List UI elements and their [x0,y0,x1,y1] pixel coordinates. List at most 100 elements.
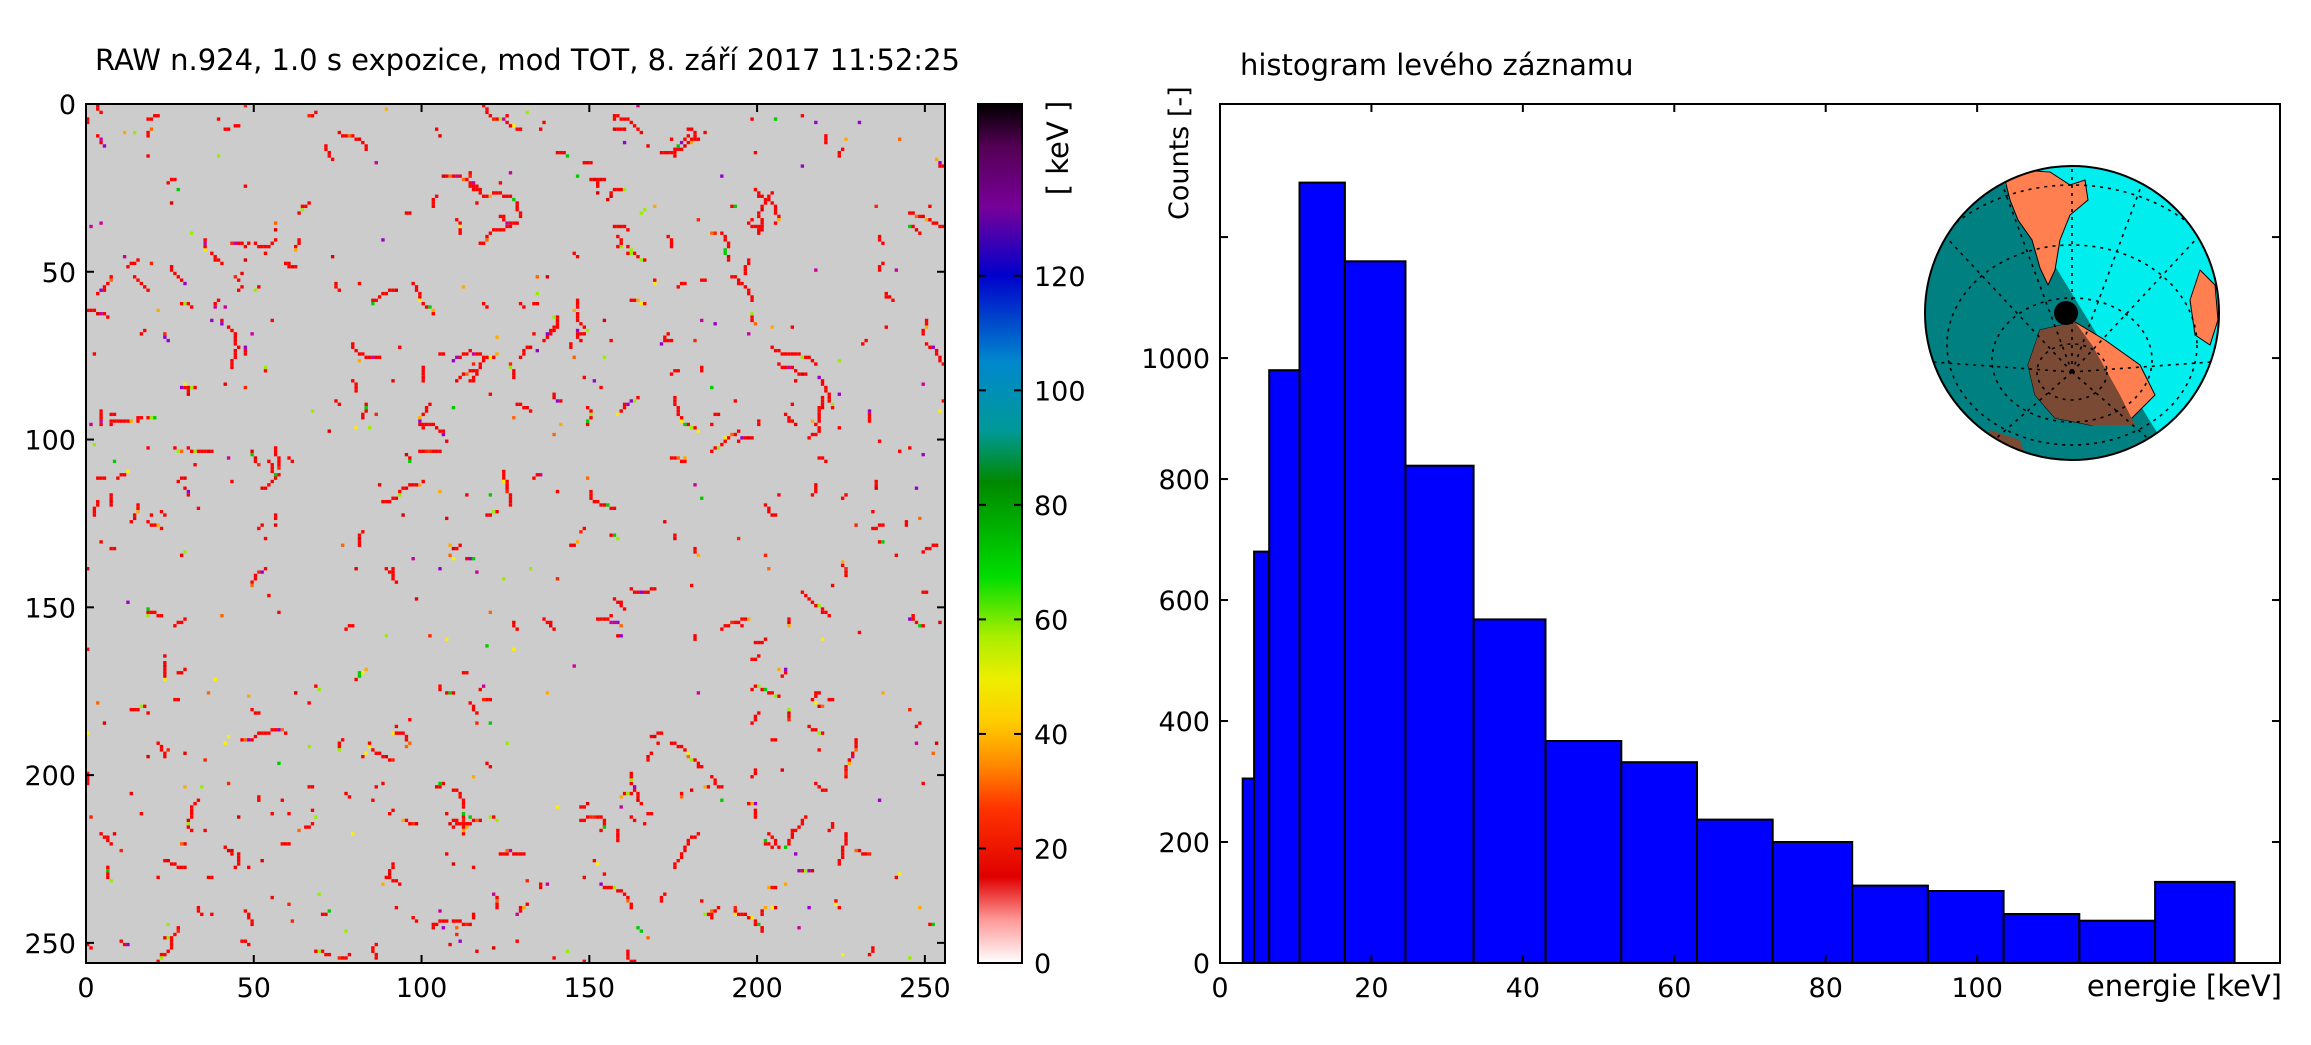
heatmap-pixel [92,352,97,356]
heatmap-pixel [518,852,523,856]
heatmap-pixel [176,479,180,484]
heatmap-pixel [471,352,476,356]
heatmap-pixel [384,499,388,504]
heatmap-pixel [911,614,915,618]
heatmap-pixel [542,617,546,621]
heatmap-pixel [814,432,818,437]
heatmap-pixel [908,224,912,229]
heatmap-pixel [471,184,476,188]
heatmap-pixel [455,919,459,923]
heatmap-pixel [726,624,731,628]
heatmap-pixel [844,832,848,836]
heatmap-pixel [367,741,372,745]
heatmap-pixel [458,224,462,229]
heatmap-pixel [176,275,180,279]
heatmap-pixel [310,785,315,789]
heatmap-pixel [619,241,623,245]
heatmap-pixel [653,204,657,209]
heatmap-pixel [237,124,241,128]
heatmap-pixel [183,385,187,390]
heatmap-pixel [122,130,127,135]
heatmap-pixel [183,751,187,755]
heatmap-pixel [411,916,415,920]
heatmap-pixel [824,137,828,141]
heatmap-pixel [166,181,170,185]
heatmap-pixel [421,375,425,380]
heatmap-pixel [669,238,674,242]
heatmap-pixel [277,466,281,470]
heatmap-pixel [921,382,925,386]
heatmap-pixel [314,684,318,688]
heatmap-pixel [639,130,644,135]
heatmap-pixel [663,338,667,343]
heatmap-pixel [485,355,489,360]
heatmap-pixel [723,238,727,242]
heatmap-pixel [924,342,929,346]
heatmap-pixel [163,664,167,668]
heatmap-pixel [669,137,674,141]
heatmap-y-tick-label: 100 [24,426,76,457]
heatmap-pixel [646,144,650,148]
heatmap-pixel [297,211,301,215]
heatmap-pixel [753,815,758,819]
heatmap-pixel [612,187,617,192]
heatmap-pixel [934,352,939,356]
heatmap-pixel [508,124,513,128]
heatmap-x-axis: 0 50 100 150 200 250 [77,104,951,1004]
heatmap-pixel [790,828,795,833]
heatmap-pixel [156,959,160,963]
heatmap-pixel [149,513,154,517]
heatmap-pixel [911,211,915,215]
heatmap-pixel [693,758,697,762]
heatmap-pixel [753,922,758,927]
heatmap-pixel [176,620,180,625]
heatmap-pixel [844,842,848,846]
heatmap-pixel [747,916,751,920]
heatmap-pixel [767,832,771,836]
heatmap-pixel [622,607,627,611]
heatmap-pixel [377,295,382,299]
heatmap-pixel [867,852,872,856]
heatmap-pixel [854,744,858,749]
heatmap-pixel [743,265,748,269]
heatmap-pixel [163,667,167,672]
heatmap-pixel [163,754,167,759]
heatmap-pixel [273,228,278,232]
heatmap-pixel [451,174,456,178]
heatmap-pixel [508,362,513,366]
heatmap-pixel [136,416,140,420]
heatmap-pixel [213,258,217,262]
heatmap-pixel [223,845,227,849]
heatmap-pixel [585,328,590,333]
heatmap-pixel [569,345,573,349]
heatmap-pixel [159,956,164,960]
heatmap-pixel [840,845,845,849]
heatmap-pixel [632,298,637,302]
heatmap-pixel [307,785,311,789]
heatmap-pixel [700,496,704,500]
heatmap-pixel [710,385,714,390]
heatmap-pixel [760,194,764,198]
heatmap-pixel [250,332,254,336]
heatmap-pixel [787,838,791,843]
heatmap-pixel [750,721,754,725]
heatmap-x-tick-label: 150 [564,973,616,1004]
heatmap-pixel [169,942,174,947]
heatmap-pixel [267,244,271,249]
heatmap-pixel [243,352,248,356]
heatmap-pixel [468,184,472,188]
heatmap-pixel [294,691,298,695]
heatmap-pixel [552,956,556,960]
heatmap-pixel [253,711,258,715]
heatmap-pixel [579,322,583,326]
heatmap-pixel [649,734,654,739]
histogram-bar [1771,841,1854,964]
heatmap-pixel [418,298,422,302]
heatmap-pixel [290,919,295,923]
heatmap-pixel [867,409,872,413]
heatmap-pixel [253,577,258,581]
heatmap-pixel [743,285,748,289]
heatmap-pixel [163,654,167,658]
heatmap-pixel [602,822,607,826]
heatmap-pixel [250,707,254,712]
